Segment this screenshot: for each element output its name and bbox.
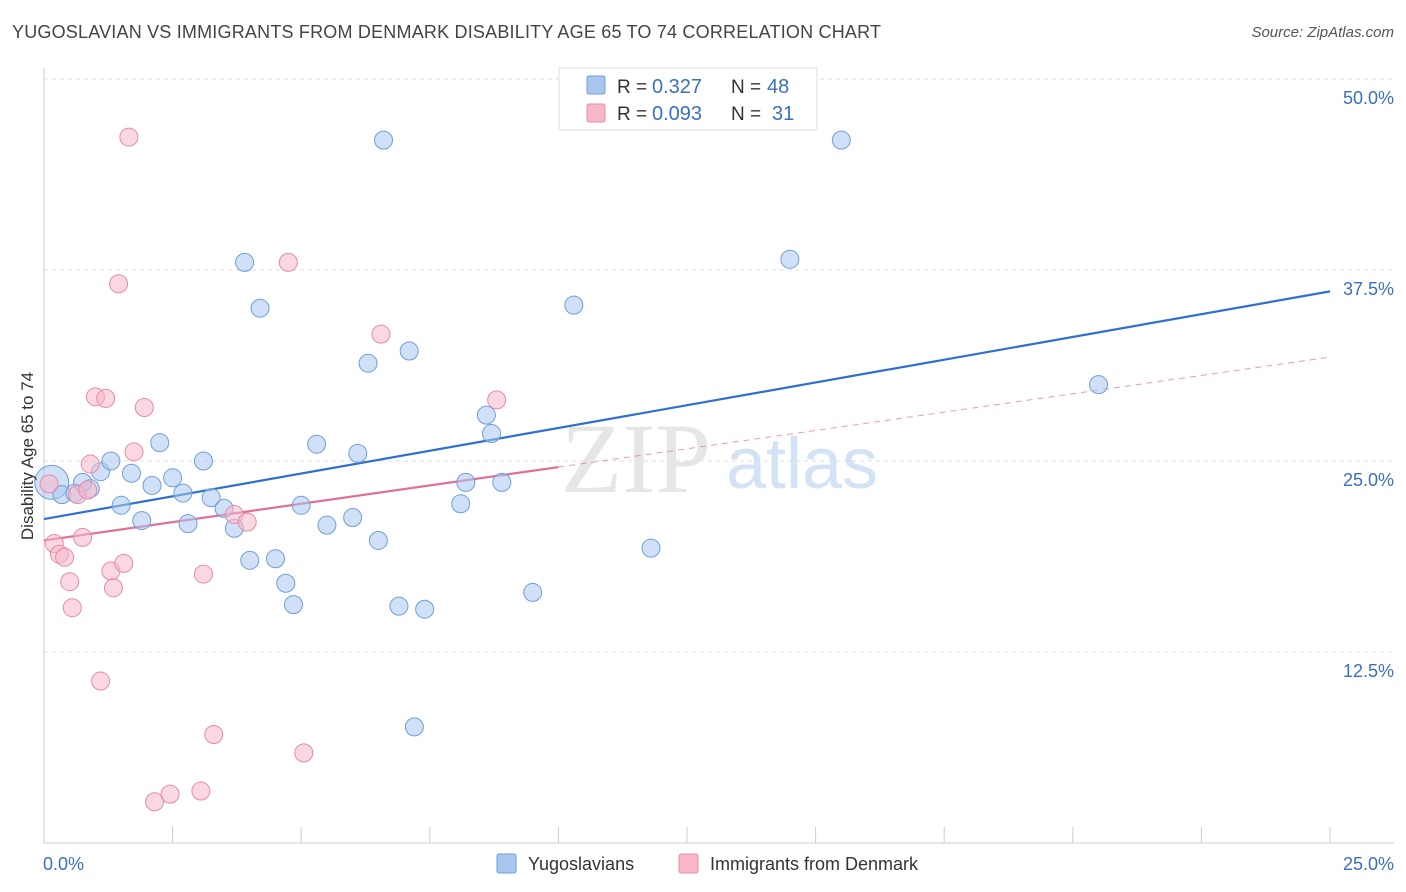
stats-swatch-denmark [586,103,606,123]
points-layer [34,127,1109,812]
point-yugoslavians-39 [476,405,496,425]
point-denmark-16 [114,553,134,573]
point-denmark-28 [294,743,314,763]
point-denmark-4 [60,572,80,592]
stats-n-value-denmark: 31 [772,103,794,125]
point-yugoslavians-28 [343,508,363,528]
x-tick-label-min: 0.0% [43,854,84,874]
point-yugoslavians-35 [404,717,424,737]
point-yugoslavians-10 [142,475,162,495]
point-denmark-17 [119,127,139,147]
point-denmark-26 [237,512,257,532]
point-yugoslavians-12 [163,468,183,488]
point-denmark-20 [145,792,165,812]
point-yugoslavians-26 [307,434,327,454]
watermark-zip: ZIP [561,403,711,514]
point-yugoslavians-27 [317,515,337,535]
point-denmark-23 [193,564,213,584]
point-yugoslavians-36 [415,599,435,619]
axes-layer [43,68,1394,844]
legend-swatch-yugoslavians [496,853,517,874]
point-yugoslavians-33 [389,596,409,616]
point-yugoslavians-32 [374,130,394,150]
watermark: ZIP atlas [561,403,878,514]
point-yugoslavians-30 [358,353,378,373]
point-yugoslavians-22 [265,549,285,569]
point-yugoslavians-34 [399,341,419,361]
legend: Yugoslavians Immigrants from Denmark [496,853,919,874]
stats-n-label-denmark: N = [731,104,761,125]
point-denmark-11 [91,671,111,691]
point-yugoslavians-21 [250,298,270,318]
point-denmark-0 [39,474,59,494]
stats-r-value-denmark: 0.093 [652,103,702,125]
stats-r-value-yugoslavians: 0.327 [652,76,702,98]
point-yugoslavians-31 [368,530,388,550]
trend-line-0 [43,290,1331,521]
stats-swatch-yugoslavians [586,75,606,95]
legend-label-yugoslavians: Yugoslavians [528,854,634,874]
y-tick-label-0: 12.5% [1343,661,1394,681]
point-yugoslavians-13 [173,483,193,503]
point-yugoslavians-40 [482,423,502,443]
point-yugoslavians-7 [111,495,131,515]
point-denmark-19 [134,398,154,418]
y-tick-label-1: 25.0% [1343,470,1394,490]
point-yugoslavians-24 [283,595,303,615]
stats-n-value-yugoslavians: 48 [767,76,789,98]
point-yugoslavians-16 [201,488,221,508]
point-denmark-15 [109,274,129,294]
point-yugoslavians-44 [641,538,661,558]
point-yugoslavians-5 [101,451,121,471]
stats-box: R = 0.327 N = 48 R = 0.093 N = 31 [558,67,818,131]
point-denmark-7 [73,527,93,547]
point-denmark-24 [204,725,224,745]
point-yugoslavians-15 [193,451,213,471]
point-yugoslavians-38 [456,472,476,492]
point-yugoslavians-23 [276,573,296,593]
x-tick-label-max: 25.0% [1343,854,1394,874]
chart-title: YUGOSLAVIAN VS IMMIGRANTS FROM DENMARK D… [12,22,882,42]
y-axis-title: Disability Age 65 to 74 [18,372,37,540]
point-denmark-29 [371,324,391,344]
point-yugoslavians-25 [291,495,311,515]
point-yugoslavians-37 [451,494,471,514]
point-denmark-30 [487,390,507,410]
point-yugoslavians-42 [523,582,543,602]
point-denmark-22 [191,781,211,801]
point-yugoslavians-20 [240,550,260,570]
point-denmark-9 [80,454,100,474]
point-yugoslavians-47 [1089,375,1109,395]
y-tick-label-2: 37.5% [1343,279,1394,299]
point-yugoslavians-14 [178,514,198,534]
point-denmark-27 [278,252,298,272]
stats-r-label-yugoslavians: R = [617,77,647,98]
point-denmark-8 [78,480,98,500]
point-denmark-5 [62,598,82,618]
legend-label-denmark: Immigrants from Denmark [710,854,919,874]
point-yugoslavians-11 [150,433,170,453]
point-yugoslavians-41 [492,472,512,492]
y-tick-label-3: 50.0% [1343,88,1394,108]
stats-r-label-denmark: R = [617,104,647,125]
point-denmark-3 [55,547,75,567]
point-yugoslavians-45 [780,249,800,269]
watermark-atlas: atlas [726,424,878,504]
point-denmark-12 [96,388,116,408]
chart-source: Source: ZipAtlas.com [1251,24,1394,41]
point-yugoslavians-43 [564,295,584,315]
trend-line-extension-1 [558,356,1331,468]
point-yugoslavians-9 [132,511,152,531]
point-denmark-14 [103,578,123,598]
legend-swatch-denmark [678,853,699,874]
y-tick-labels: 12.5% 25.0% 37.5% 50.0% [1343,88,1394,681]
point-yugoslavians-29 [348,443,368,463]
point-denmark-18 [124,442,144,462]
stats-n-label-yugoslavians: N = [731,77,761,98]
point-denmark-21 [160,784,180,804]
point-yugoslavians-19 [235,252,255,272]
point-yugoslavians-46 [831,130,851,150]
point-yugoslavians-8 [121,463,141,483]
